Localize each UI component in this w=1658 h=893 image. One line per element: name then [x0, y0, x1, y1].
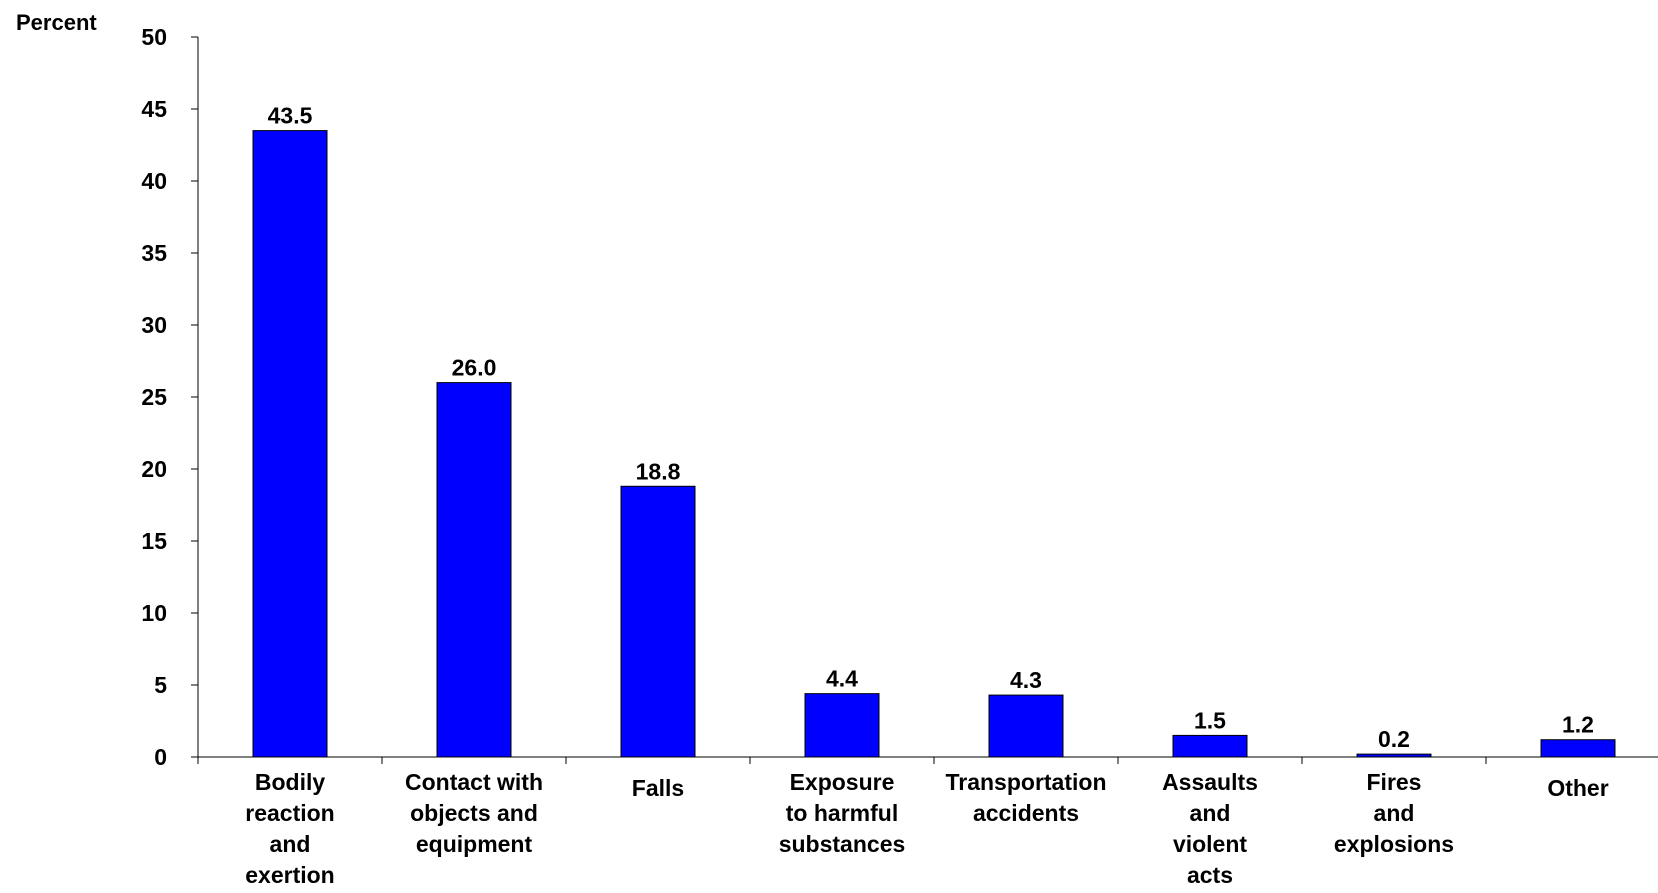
- y-tick-label: 35: [141, 240, 167, 266]
- y-tick-label: 40: [141, 168, 167, 194]
- value-labels: 43.5 26.0 18.8 4.4 4.3 1.5 0.2 1.2: [268, 103, 1594, 753]
- bar-value-label: 18.8: [636, 458, 681, 484]
- x-category-label: Contact with objects and equipment: [405, 769, 543, 857]
- bar-value-label: 1.5: [1194, 707, 1226, 733]
- y-tick-label: 30: [141, 312, 167, 338]
- bars: [252, 130, 1616, 758]
- y-tick-label: 20: [141, 456, 167, 482]
- bar: [1540, 739, 1616, 758]
- x-category-label: Falls: [632, 775, 684, 801]
- x-axis-labels: Bodily reaction and exertion Contact with obj…: [245, 769, 1608, 888]
- y-tick-label: 10: [141, 600, 167, 626]
- bar-value-label: 4.4: [826, 666, 858, 692]
- y-tick-label: 15: [141, 528, 167, 554]
- y-tick-label: 5: [154, 672, 167, 698]
- x-category-label: Bodily reaction and exertion: [245, 769, 334, 888]
- x-category-label: Fires and explosions: [1334, 769, 1454, 857]
- x-category-label: Exposure to harmful substances: [779, 769, 906, 857]
- bar: [620, 485, 696, 758]
- bar: [1356, 753, 1432, 758]
- bar: [804, 693, 880, 758]
- y-tick-label: 25: [141, 384, 167, 410]
- x-category-label: Assaults and violent acts: [1162, 769, 1258, 888]
- bar-value-label: 1.2: [1562, 712, 1594, 738]
- bar-value-label: 4.3: [1010, 667, 1042, 693]
- y-tick-label: 0: [154, 744, 167, 770]
- bar-value-label: 43.5: [268, 103, 313, 129]
- bar: [436, 382, 512, 758]
- axes: [197, 37, 1658, 764]
- y-axis-ticks: 0 5 10 15 20 25 30 35 40 45 50: [141, 24, 198, 770]
- bar: [1172, 734, 1248, 758]
- y-tick-label: 45: [141, 96, 167, 122]
- y-axis-label: Percent: [16, 10, 97, 35]
- x-category-label: Other: [1547, 775, 1608, 801]
- bar-value-label: 0.2: [1378, 726, 1410, 752]
- bar-value-label: 26.0: [452, 355, 497, 381]
- y-tick-label: 50: [141, 24, 167, 50]
- bar: [988, 694, 1064, 758]
- x-category-label: Transportation accidents: [945, 769, 1106, 826]
- bar: [252, 130, 328, 758]
